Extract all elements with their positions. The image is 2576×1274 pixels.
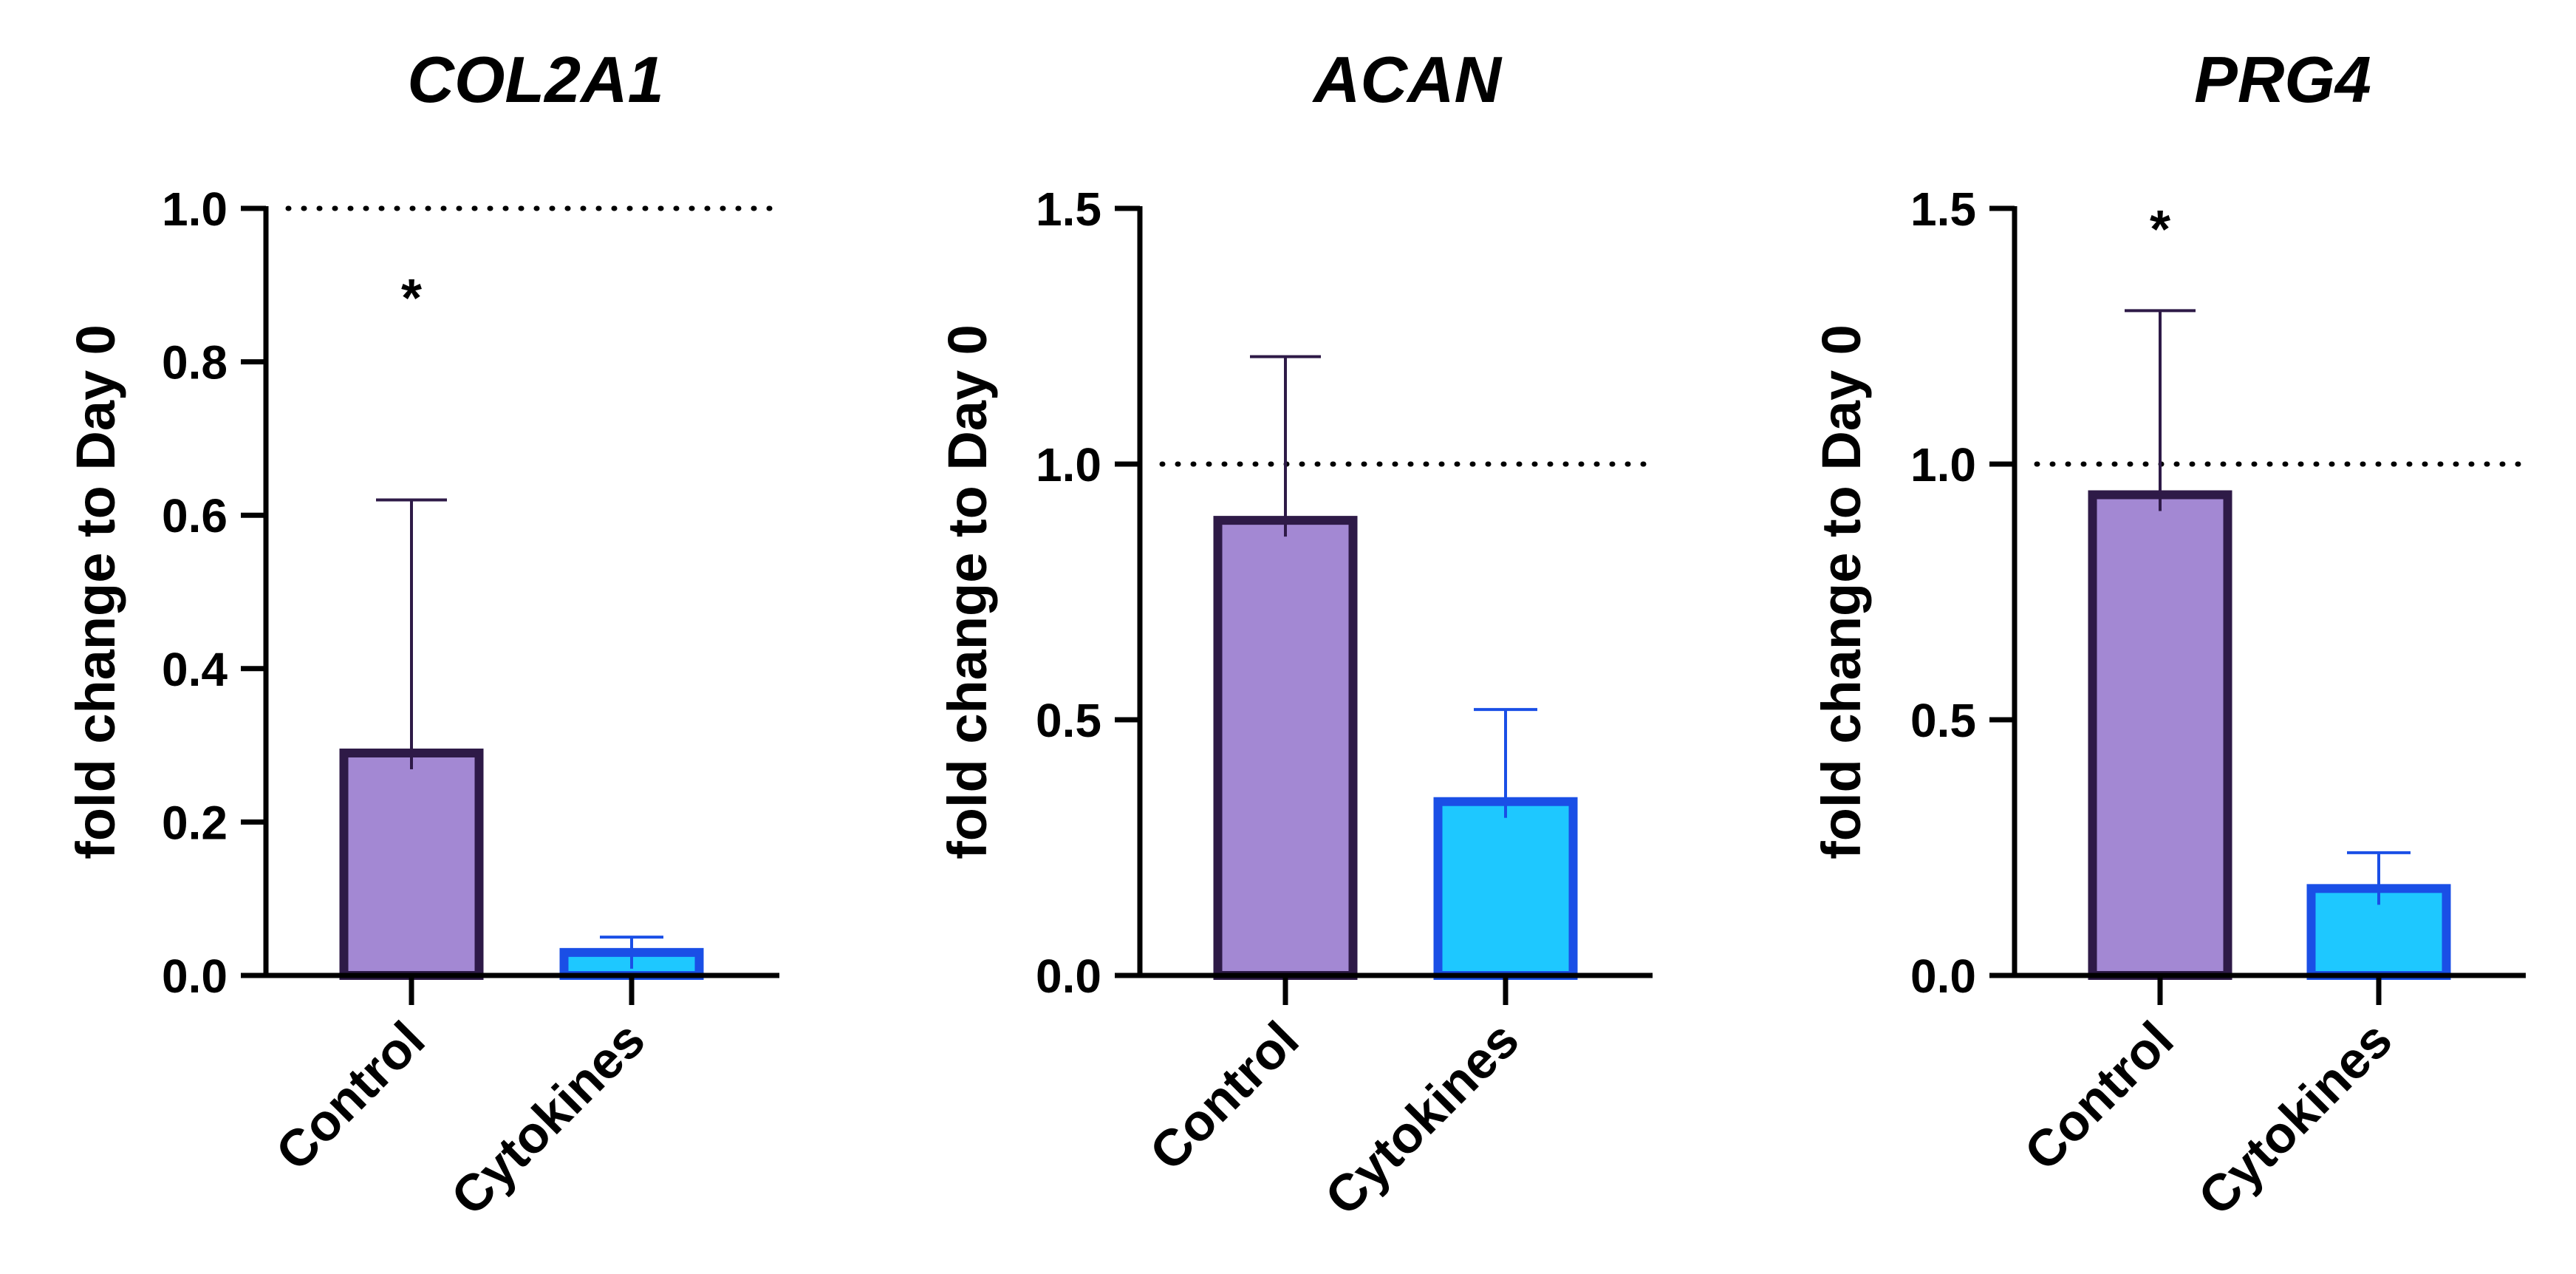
y-tick-label: 1.5 [1910, 183, 1976, 236]
y-tick-label: 0.6 [162, 489, 228, 542]
y-axis-label: fold change to Day 0 [1811, 324, 1872, 859]
y-tick-label: 0.0 [1910, 950, 1976, 1003]
chart-title: COL2A1 [407, 43, 663, 116]
panel-col2a1: COL2A1 fold change to Day 0 * 0.0 0.2 0.4 0.6 0… [65, 43, 782, 1226]
chart-title: ACAN [1312, 43, 1503, 116]
panel-prg4: PRG4 fold change to Day 0 * 0.0 0.5 1.0 1.5 Con… [1811, 43, 2529, 1226]
y-tick-label: 0.5 [1036, 694, 1101, 747]
panel-acan: ACAN fold change to Day 0 0.0 0.5 1.0 1.5 Cont… [937, 43, 1656, 1226]
x-tick-label-control: Control [2014, 1010, 2184, 1181]
bar-control [1213, 516, 1358, 980]
y-tick-label: 0.0 [162, 950, 228, 1003]
y-tick-label: 0.2 [162, 796, 228, 849]
x-tick-label-cytokines: Cytokines [2187, 1010, 2403, 1226]
y-axis-label: fold change to Day 0 [937, 324, 998, 859]
y-tick-label: 0.8 [162, 336, 228, 389]
y-axis-label: fold change to Day 0 [65, 324, 126, 859]
y-tick-label: 0.4 [162, 643, 228, 696]
y-tick-label: 1.5 [1036, 183, 1101, 236]
y-tick-label: 0.0 [1036, 950, 1101, 1003]
x-tick-label-cytokines: Cytokines [440, 1010, 656, 1226]
y-tick-label: 0.5 [1910, 694, 1976, 747]
bar-control [2088, 490, 2232, 980]
bar-cytokines [1433, 797, 1578, 980]
significance-star: * [401, 269, 422, 328]
significance-star: * [2150, 200, 2170, 259]
x-tick-label-control: Control [1139, 1010, 1310, 1181]
bar-control [339, 748, 484, 980]
y-tick-label: 1.0 [162, 183, 228, 236]
chart-title: PRG4 [2194, 43, 2371, 116]
x-tick-label-control: Control [265, 1010, 436, 1181]
y-tick-label: 1.0 [1036, 438, 1101, 491]
y-tick-label: 1.0 [1910, 438, 1976, 491]
x-tick-label-cytokines: Cytokines [1314, 1010, 1530, 1226]
